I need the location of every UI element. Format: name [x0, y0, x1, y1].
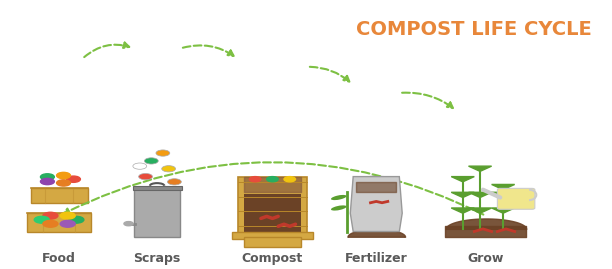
Circle shape [60, 212, 75, 219]
Circle shape [43, 212, 58, 219]
FancyBboxPatch shape [244, 194, 301, 232]
Ellipse shape [331, 195, 346, 200]
Circle shape [168, 179, 181, 185]
Text: Food: Food [42, 252, 76, 266]
Circle shape [67, 176, 80, 182]
FancyArrowPatch shape [402, 93, 453, 108]
Polygon shape [469, 208, 491, 213]
FancyBboxPatch shape [244, 237, 301, 247]
Circle shape [144, 158, 159, 164]
FancyArrowPatch shape [84, 43, 129, 57]
Circle shape [162, 166, 176, 172]
Circle shape [69, 216, 84, 223]
FancyBboxPatch shape [28, 213, 91, 232]
Text: Scraps: Scraps [133, 252, 181, 266]
Circle shape [60, 220, 75, 227]
FancyBboxPatch shape [133, 186, 182, 190]
Ellipse shape [331, 206, 346, 211]
Polygon shape [491, 208, 515, 213]
FancyArrowPatch shape [183, 45, 234, 56]
Circle shape [43, 220, 58, 227]
FancyBboxPatch shape [498, 188, 535, 209]
Circle shape [156, 150, 170, 156]
Text: COMPOST LIFE CYCLE: COMPOST LIFE CYCLE [356, 20, 592, 39]
Circle shape [139, 174, 152, 180]
FancyBboxPatch shape [31, 188, 88, 203]
FancyBboxPatch shape [238, 177, 307, 234]
FancyBboxPatch shape [232, 232, 313, 239]
Polygon shape [451, 192, 474, 197]
Text: Grow: Grow [468, 252, 504, 266]
Text: Fertilizer: Fertilizer [345, 252, 408, 266]
Polygon shape [491, 185, 515, 190]
Text: Compost: Compost [242, 252, 303, 266]
FancyArrowPatch shape [64, 162, 483, 215]
Circle shape [40, 174, 54, 180]
Polygon shape [469, 166, 491, 171]
Polygon shape [350, 177, 402, 232]
Circle shape [56, 172, 70, 179]
Circle shape [124, 222, 133, 226]
Polygon shape [451, 177, 474, 182]
Circle shape [56, 180, 70, 186]
Circle shape [133, 163, 147, 169]
FancyArrowPatch shape [310, 67, 349, 82]
Circle shape [34, 216, 49, 223]
Circle shape [267, 177, 278, 182]
Circle shape [284, 177, 296, 182]
Polygon shape [491, 192, 515, 197]
Circle shape [40, 178, 54, 185]
FancyBboxPatch shape [134, 189, 180, 237]
Polygon shape [469, 192, 491, 197]
Circle shape [249, 177, 261, 182]
Polygon shape [451, 208, 474, 213]
